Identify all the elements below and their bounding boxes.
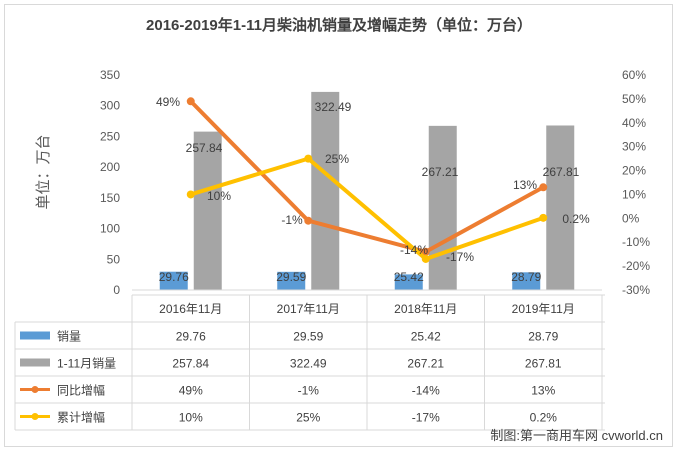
left-axis-tick: 300 [100,99,120,113]
right-axis-tick: 30% [622,140,646,154]
cumulative-sales-data-label: 267.21 [422,165,459,179]
yoy-growth-data-label: -1% [281,213,303,227]
left-axis-tick: 250 [100,129,120,143]
credit-text: 制图:第一商用车网 cvworld.cn [490,428,663,443]
yoy-growth-point [304,216,313,225]
yoy-growth-data-label: 13% [513,178,537,192]
cumulative-sales-bar [311,91,340,290]
chart-title: 2016-2019年1-11月柴油机销量及增幅走势（单位：万台） [146,16,532,34]
sales-data-label: 28.79 [511,270,541,284]
cumulative-growth-point [186,190,195,199]
legend-series-name: 销量 [57,330,81,344]
right-axis-tick: 20% [622,164,646,178]
right-axis-tick: -20% [622,259,650,273]
legend-series-name: 1-11月销量 [57,357,116,371]
legend-key-marker [31,386,39,393]
legend-series-name: 累计增幅 [57,410,105,425]
left-axis-tick: 50 [107,252,121,266]
sales-bar [159,271,188,290]
right-axis-tick: -10% [622,235,650,249]
yoy-growth-data-label: 49% [156,95,180,109]
cumulative-sales-data-label: 257.84 [186,141,223,155]
right-axis-tick: -30% [622,283,650,297]
sales-bar [394,274,423,290]
right-axis-tick: 0% [622,211,640,225]
yoy-growth-point [186,97,195,106]
cumulative-growth-point [421,254,430,263]
sales-data-label: 25.42 [394,270,424,284]
table-cell-value: -14% [412,384,440,398]
table-cell-value: 13% [531,384,555,398]
table-cell-value: 257.84 [172,357,209,371]
cumulative-growth-data-label: 10% [207,189,231,203]
cumulative-growth-data-label: 0.2% [562,212,590,226]
category-label: 2018年11月 [394,302,457,316]
cumulative-growth-point [304,154,313,163]
yoy-growth-line [188,99,546,254]
table-cell-value: 29.59 [293,330,323,344]
cumulative-sales-data-label: 267.81 [543,165,580,179]
table-cell-value: 25.42 [411,330,441,344]
table-cell-value: 49% [179,384,203,398]
right-axis-tick: 60% [622,68,646,82]
sales-data-label: 29.76 [159,270,189,284]
category-label: 2017年11月 [277,302,340,316]
table-cell-value: 29.76 [176,330,206,344]
cumulative-sales-bar [193,131,222,290]
right-axis-tick: 10% [622,187,646,201]
sales-data-label: 29.59 [276,270,306,284]
table-cell-value: 0.2% [530,411,558,425]
cumulative-sales-bar [428,125,457,290]
left-axis-tick: 100 [100,222,120,236]
cumulative-growth-line [188,156,546,261]
right-axis-tick: 50% [622,92,646,106]
category-label: 2016年11月 [159,302,222,316]
cumulative-sales-bar [546,125,575,290]
cumulative-growth-data-label: 25% [325,152,349,166]
legend-key-bar [20,358,50,367]
table-cell-value: 322.49 [290,357,327,371]
left-axis-tick: 200 [100,160,120,174]
table-cell-value: 25% [296,411,320,425]
table-cell-value: -1% [298,384,320,398]
table-cell-value: -17% [412,411,440,425]
cumulative-growth-data-label: -17% [446,250,474,264]
yoy-growth-point [421,247,430,256]
category-label: 2019年11月 [512,302,575,316]
table-cell-value: 267.21 [407,357,444,371]
y-axis-label: 单位：万台 [35,134,52,209]
table-cell-value: 10% [179,411,203,425]
yoy-growth-data-label: -14% [400,243,428,257]
right-axis-tick: 40% [622,116,646,130]
chart-frame [4,4,673,447]
cumulative-growth-point [539,213,548,222]
table-cell-value: 28.79 [528,330,558,344]
table-cell-value: 267.81 [525,357,562,371]
legend-key-bar [20,331,50,340]
cumulative-sales-data-label: 322.49 [315,100,352,114]
legend-series-name: 同比增幅 [57,383,105,398]
left-axis-tick: 150 [100,191,120,205]
left-axis-tick: 0 [113,283,120,297]
left-axis-tick: 350 [100,68,120,82]
yoy-growth-point [539,183,548,192]
sales-bar [512,272,541,290]
legend-key-marker [31,413,39,420]
sales-bar [277,271,306,290]
